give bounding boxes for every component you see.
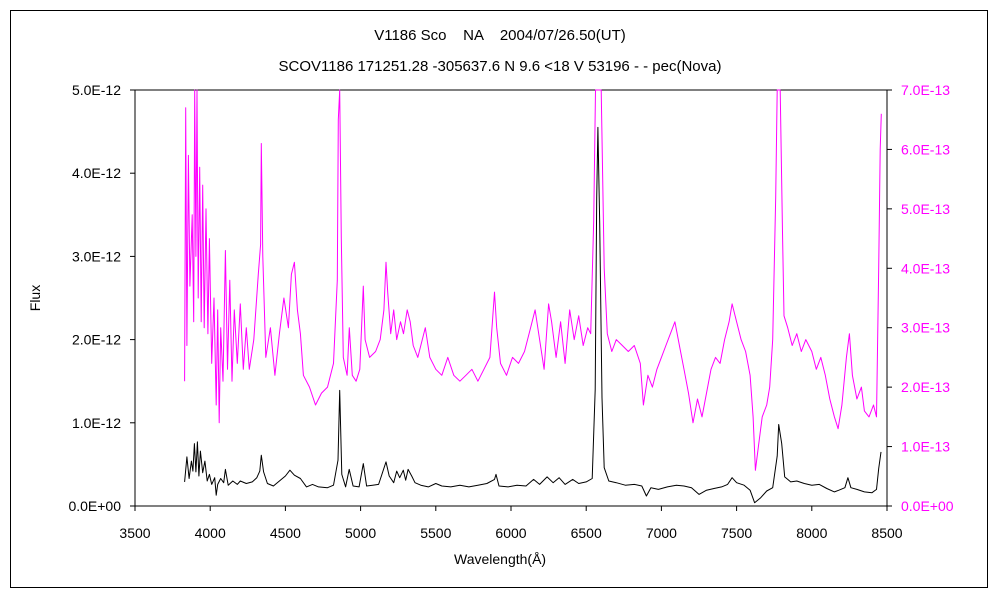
y-left-tick-label: 3.0E-12 <box>72 248 121 264</box>
y-right-tick-label: 3.0E-13 <box>901 320 950 336</box>
x-tick-label: 5500 <box>420 525 451 541</box>
chart-title: V1186 Sco NA 2004/07/26.50(UT) <box>374 27 626 44</box>
y-right-tick-label: 1.0E-13 <box>901 439 950 455</box>
chart-frame <box>10 10 988 588</box>
y-right-tick-label: 4.0E-13 <box>901 260 950 276</box>
y-right-tick-label: 5.0E-13 <box>901 201 950 217</box>
x-axis-label: Wavelength(Å) <box>454 551 547 567</box>
y-right-tick-label: 6.0E-13 <box>901 141 950 157</box>
y-axis-right: 0.0E+00 1.0E-13 2.0E-13 3.0E-13 4.0E-13 5.0E-… <box>887 82 954 514</box>
x-tick-label: 6500 <box>571 525 602 541</box>
x-tick-label: 4500 <box>270 525 301 541</box>
y-axis-left: 0.0E+00 1.0E-12 2.0E-12 3.0E-12 4.0E-12 5.0E-… <box>68 82 135 514</box>
x-tick-label: 7000 <box>646 525 677 541</box>
chart-subtitle: SCOV1186 171251.28 -305637.6 N 9.6 <18 V… <box>278 58 722 75</box>
y-left-tick-label: 5.0E-12 <box>72 82 121 98</box>
plot-area <box>134 89 888 507</box>
y-right-tick-label: 7.0E-13 <box>901 82 950 98</box>
x-tick-label: 4000 <box>195 525 226 541</box>
y-right-tick-label: 0.0E+00 <box>901 498 954 514</box>
x-tick-label: 8500 <box>871 525 902 541</box>
y-left-tick-label: 2.0E-12 <box>72 332 121 348</box>
series-group <box>184 89 882 504</box>
x-tick-label: 8000 <box>796 525 827 541</box>
x-tick-label: 3500 <box>119 525 150 541</box>
series-line-left-axis <box>184 126 882 504</box>
x-tick-label: 7500 <box>721 525 752 541</box>
y-left-tick-label: 0.0E+00 <box>68 498 121 514</box>
x-tick-label: 6000 <box>495 525 526 541</box>
x-tick-label: 5000 <box>345 525 376 541</box>
x-axis: 3500 4000 4500 5000 5500 6000 6500 7000 7500 8000… <box>119 506 903 541</box>
y-left-tick-label: 1.0E-12 <box>72 415 121 431</box>
y-left-tick-label: 4.0E-12 <box>72 165 121 181</box>
series-line-right-axis <box>184 89 882 471</box>
y-right-tick-label: 2.0E-13 <box>901 379 950 395</box>
y-axis-label: Flux <box>27 284 44 312</box>
